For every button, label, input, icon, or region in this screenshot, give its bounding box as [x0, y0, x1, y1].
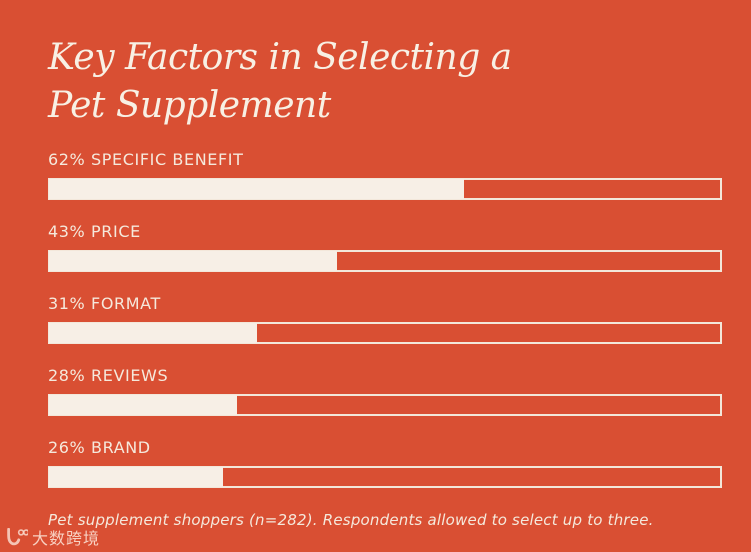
bar-label: 28% REVIEWS	[48, 366, 169, 385]
bar-row-reviews: 28% REVIEWS	[48, 367, 722, 416]
bar-row-specific-benefit: 62% SPECIFIC BENEFIT	[48, 151, 722, 200]
chart-title-line1: Key Factors in Selecting a	[48, 37, 512, 78]
bar-track	[48, 466, 722, 488]
watermark-logo-icon	[7, 527, 28, 545]
watermark-text: 大数跨境	[32, 529, 101, 548]
bar-track	[48, 250, 722, 272]
bar-track	[48, 394, 722, 416]
chart-title: Key Factors in Selecting a Pet Supplement	[48, 34, 722, 130]
bar-label: 43% PRICE	[48, 222, 141, 241]
bar-label: 62% SPECIFIC BENEFIT	[48, 150, 244, 169]
bar-fill	[49, 251, 338, 271]
watermark: 大数跨境	[4, 525, 100, 549]
bar-chart: 62% SPECIFIC BENEFIT 43% PRICE 31% FORMA…	[48, 151, 722, 488]
bar-fill	[49, 467, 224, 487]
bar-fill	[49, 395, 237, 415]
chart-title-line2: Pet Supplement	[48, 85, 331, 126]
bar-fill	[49, 179, 465, 199]
bar-label: 31% FORMAT	[48, 294, 161, 313]
bar-track	[48, 178, 722, 200]
bar-row-format: 31% FORMAT	[48, 295, 722, 344]
bar-row-price: 43% PRICE	[48, 223, 722, 272]
bar-row-brand: 26% BRAND	[48, 439, 722, 488]
chart-footnote: Pet supplement shoppers (n=282). Respond…	[48, 511, 654, 529]
bar-track	[48, 322, 722, 344]
bar-fill	[49, 323, 257, 343]
bar-label: 26% BRAND	[48, 438, 151, 457]
